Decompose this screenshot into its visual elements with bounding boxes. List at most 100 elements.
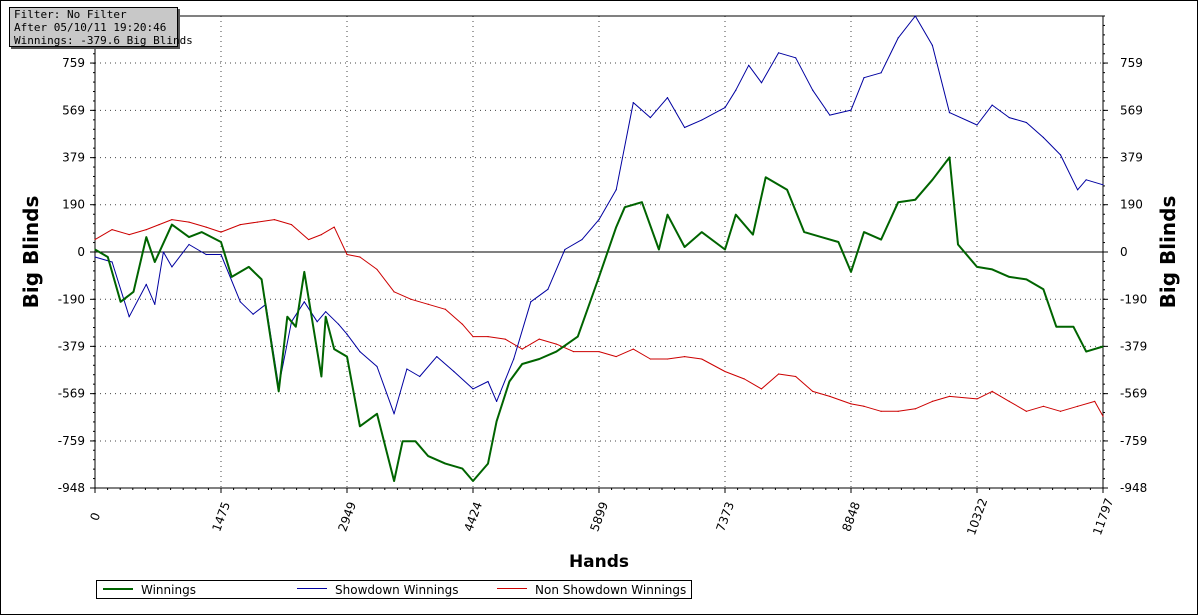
data-point-non-showdown-winnings — [188, 221, 190, 223]
data-point-showdown-winnings — [735, 89, 737, 91]
y-tick-label-left: 190 — [62, 198, 85, 212]
data-point-winnings — [295, 326, 297, 328]
series-line-winnings — [94, 156, 1104, 482]
data-point-showdown-winnings — [1025, 121, 1027, 124]
data-point-non-showdown-winnings — [444, 308, 446, 310]
y-tick-label-left: -190 — [58, 292, 85, 306]
data-point-non-showdown-winnings — [863, 405, 865, 407]
data-point-winnings — [666, 214, 669, 216]
data-point-non-showdown-winnings — [427, 303, 429, 305]
data-point-non-showdown-winnings — [850, 403, 852, 405]
data-point-showdown-winnings — [325, 311, 327, 313]
data-point-non-showdown-winnings — [220, 231, 222, 233]
data-point-winnings — [976, 266, 978, 268]
data-point-winnings — [303, 271, 305, 273]
data-point-showdown-winnings — [581, 238, 583, 241]
data-point-showdown-winnings — [1042, 136, 1045, 139]
data-point-showdown-winnings — [171, 266, 173, 268]
y-tick-label-right: -569 — [1120, 387, 1147, 401]
data-point-non-showdown-winnings — [472, 336, 474, 338]
x-axis-label: Hands — [569, 552, 629, 572]
data-point-showdown-winnings — [1077, 189, 1079, 191]
data-point-showdown-winnings — [931, 44, 933, 46]
data-point-showdown-winnings — [948, 111, 951, 114]
data-point-showdown-winnings — [513, 358, 515, 360]
data-point-non-showdown-winnings — [94, 238, 96, 241]
data-point-showdown-winnings — [145, 283, 147, 285]
x-tick-label: 5899 — [587, 500, 611, 533]
data-point-showdown-winnings — [795, 57, 797, 59]
data-point-winnings — [107, 256, 109, 258]
y-tick-label-right: -190 — [1120, 292, 1147, 306]
y-tick-label-left: 569 — [62, 103, 85, 117]
data-point-showdown-winnings — [632, 102, 634, 104]
y-tick-label-right: 0 — [1120, 245, 1128, 259]
data-point-winnings — [346, 355, 348, 358]
data-point-winnings — [495, 420, 498, 422]
data-point-showdown-winnings — [436, 355, 438, 358]
data-point-non-showdown-winnings — [598, 350, 600, 353]
data-point-non-showdown-winnings — [111, 228, 113, 231]
data-point-non-showdown-winnings — [205, 226, 207, 228]
data-point-non-showdown-winnings — [504, 338, 506, 340]
x-tick-label: 11797 — [1090, 496, 1116, 537]
data-point-non-showdown-winnings — [976, 398, 978, 400]
data-point-showdown-winnings — [897, 37, 899, 39]
data-point-showdown-winnings — [376, 365, 378, 368]
winnings-summary-text: Winnings: -379.6 Big Blinds — [14, 34, 193, 47]
data-point-winnings — [325, 316, 327, 318]
data-point-winnings — [333, 348, 335, 350]
data-point-showdown-winnings — [346, 333, 348, 335]
data-point-winnings — [598, 276, 600, 278]
data-point-winnings — [615, 226, 617, 228]
data-point-winnings — [132, 291, 135, 293]
data-point-non-showdown-winnings — [393, 291, 395, 293]
data-point-showdown-winnings — [1059, 154, 1062, 156]
data-point-showdown-winnings — [1102, 184, 1104, 186]
x-tick-label: 10322 — [964, 496, 990, 537]
info-box: Filter: No Filter After 05/10/11 19:20:4… — [9, 7, 193, 47]
y-tick-label-right: 759 — [1120, 56, 1143, 70]
data-point-showdown-winnings — [724, 107, 726, 109]
data-point-winnings — [427, 455, 429, 457]
x-tick-label: 7373 — [713, 500, 737, 533]
data-point-non-showdown-winnings — [897, 410, 899, 412]
data-point-winnings — [472, 480, 474, 482]
x-tick-label: 1475 — [209, 500, 233, 533]
data-point-winnings — [521, 363, 523, 365]
data-point-winnings — [461, 467, 464, 470]
y-tick-label-right: -379 — [1120, 339, 1147, 353]
y-axis-label-right: Big Blinds — [1156, 196, 1180, 309]
data-point-showdown-winnings — [666, 97, 669, 99]
data-point-showdown-winnings — [359, 350, 361, 353]
data-point-winnings — [914, 199, 916, 201]
data-point-winnings — [231, 276, 233, 278]
data-point-showdown-winnings — [564, 248, 566, 251]
data-point-non-showdown-winnings — [724, 370, 726, 373]
data-point-winnings — [820, 236, 822, 238]
data-point-showdown-winnings — [252, 313, 254, 315]
data-point-winnings — [402, 440, 404, 442]
legend-label-non-showdown: Non Showdown Winnings — [535, 583, 687, 597]
data-point-winnings — [897, 201, 899, 203]
legend-swatch-non-showdown — [497, 588, 527, 589]
data-point-showdown-winnings — [863, 77, 865, 79]
data-point-showdown-winnings — [530, 301, 532, 303]
y-tick-label-left: 759 — [62, 56, 85, 70]
data-point-non-showdown-winnings — [931, 400, 933, 402]
data-point-non-showdown-winnings — [683, 355, 686, 358]
legend-swatch-showdown — [297, 588, 327, 589]
data-point-winnings — [1072, 326, 1074, 328]
data-point-showdown-winnings — [829, 114, 831, 116]
data-point-non-showdown-winnings — [1042, 405, 1045, 407]
data-point-non-showdown-winnings — [1077, 405, 1079, 407]
y-tick-label-left: 379 — [62, 151, 85, 165]
data-point-winnings — [261, 278, 263, 280]
data-point-winnings — [508, 380, 511, 383]
data-point-showdown-winnings — [547, 288, 549, 290]
data-point-showdown-winnings — [472, 388, 474, 390]
x-tick-label: 2949 — [335, 500, 359, 533]
data-point-non-showdown-winnings — [1094, 400, 1096, 402]
data-point-non-showdown-winnings — [1025, 410, 1027, 412]
legend: Winnings Showdown Winnings Non Showdown … — [96, 580, 692, 599]
